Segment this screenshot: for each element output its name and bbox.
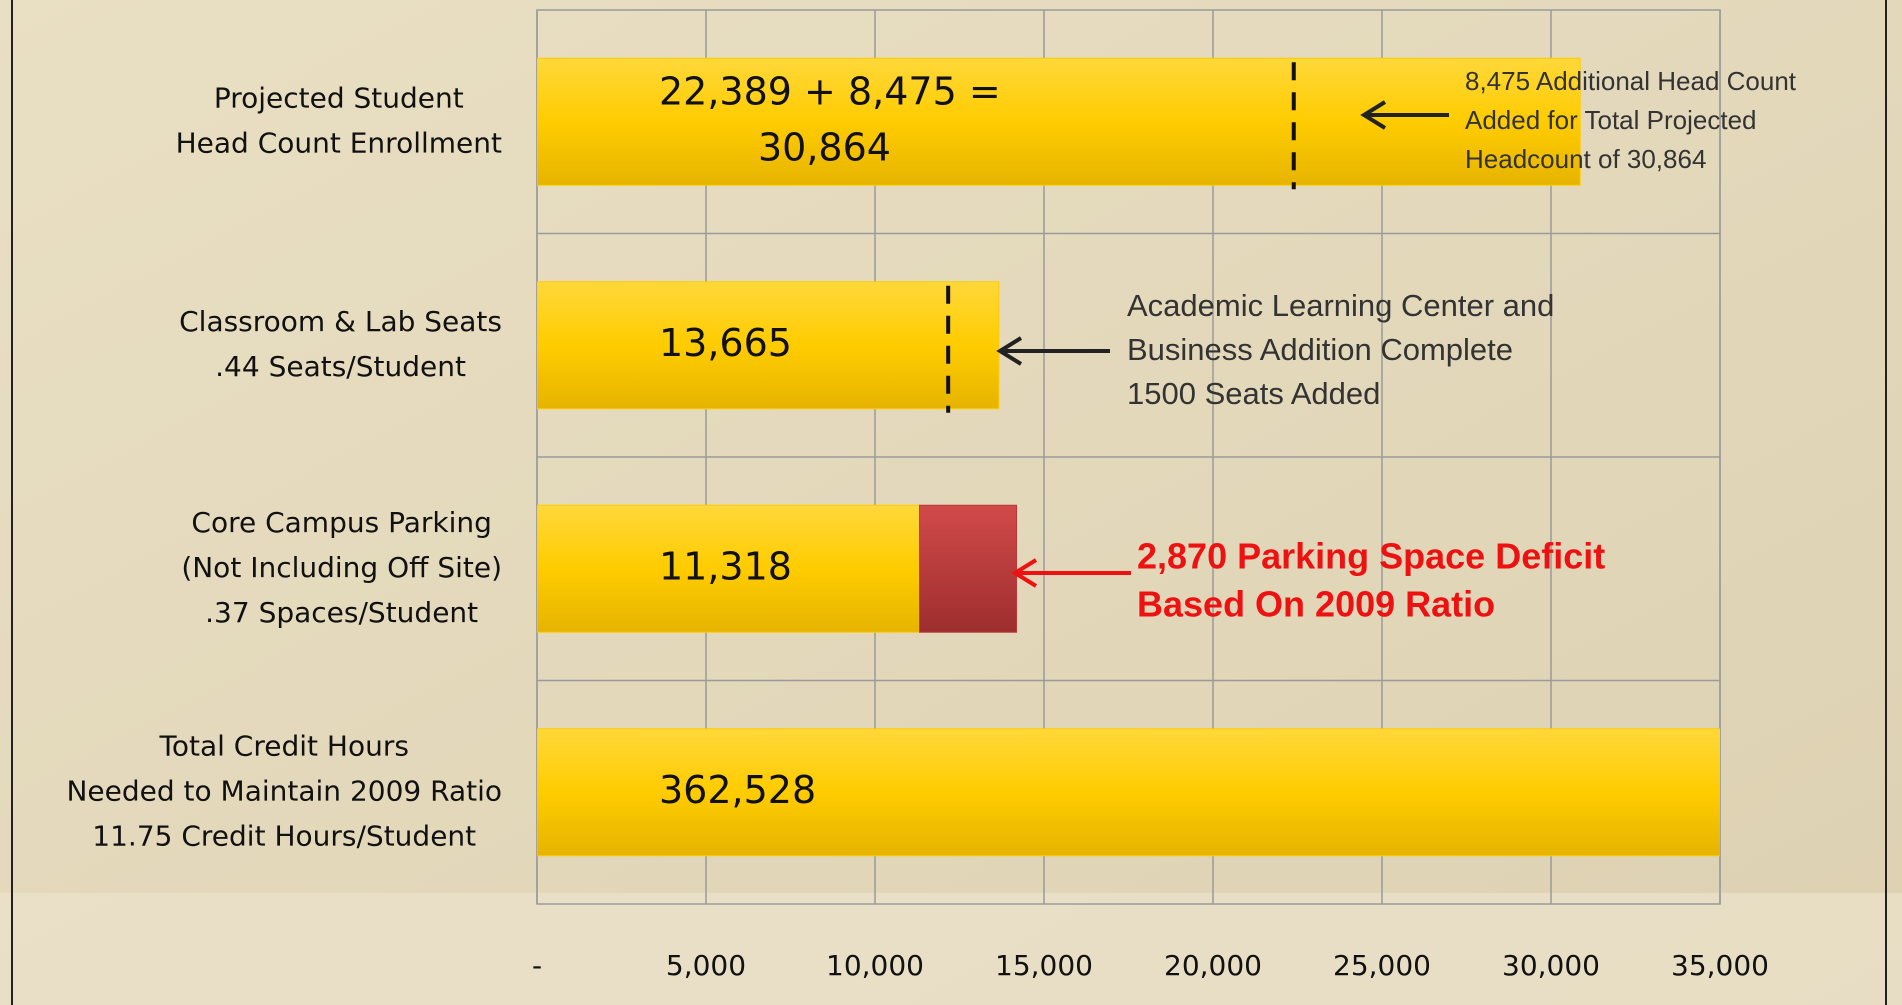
- value-label: 30,864: [758, 125, 891, 169]
- category-label: Total Credit Hours: [159, 729, 409, 762]
- arrow-head: [996, 336, 1023, 366]
- annotation: 8,475 Additional Head Count: [1465, 66, 1797, 96]
- arrow-head: [1360, 100, 1387, 130]
- annotation: 1500 Seats Added: [1127, 376, 1380, 411]
- annotation: Headcount of 30,864: [1465, 144, 1706, 174]
- category-label: Projected Student: [214, 81, 464, 114]
- x-tick-label: 20,000: [1164, 949, 1262, 982]
- bar: [537, 57, 1581, 186]
- annotation: Added for Total Projected: [1465, 105, 1756, 135]
- value-label: 22,389 + 8,475 =: [659, 69, 1001, 113]
- annotation: 2,870 Parking Space Deficit: [1137, 536, 1605, 577]
- value-label: 13,665: [659, 321, 792, 365]
- x-tick-label: 10,000: [826, 949, 924, 982]
- value-label: 362,528: [659, 768, 816, 812]
- x-tick-label: 35,000: [1671, 949, 1769, 982]
- bar: [919, 504, 1018, 633]
- category-label: Classroom & Lab Seats: [179, 305, 502, 338]
- annotation: Based On 2009 Ratio: [1137, 584, 1495, 625]
- x-tick-label: 30,000: [1502, 949, 1600, 982]
- bar: [537, 504, 921, 633]
- category-label: .37 Spaces/Student: [205, 596, 478, 629]
- annotation: Business Addition Complete: [1127, 332, 1513, 367]
- plot: - 5,000 10,000 15,000 20,000 25,000 30,000 35,0…: [66, 9, 1797, 982]
- arrows: [996, 100, 1449, 588]
- category-label: Core Campus Parking: [191, 506, 492, 539]
- arrow-head: [1011, 558, 1038, 588]
- category-label: Head Count Enrollment: [176, 126, 502, 159]
- value-label: 11,318: [659, 544, 792, 588]
- footer-band: [0, 893, 1902, 1005]
- x-tick-label: -: [532, 949, 542, 982]
- category-label: .44 Seats/Student: [215, 350, 466, 383]
- category-label: Needed to Maintain 2009 Ratio: [66, 774, 502, 807]
- bar: [537, 728, 1720, 857]
- bar: [537, 281, 1000, 410]
- category-label: 11.75 Credit Hours/Student: [92, 819, 476, 852]
- x-tick-label: 5,000: [666, 949, 746, 982]
- x-tick-label: 15,000: [995, 949, 1093, 982]
- annotation: Academic Learning Center and: [1127, 288, 1554, 323]
- x-tick-label: 25,000: [1333, 949, 1431, 982]
- category-label: (Not Including Off Site): [181, 551, 502, 584]
